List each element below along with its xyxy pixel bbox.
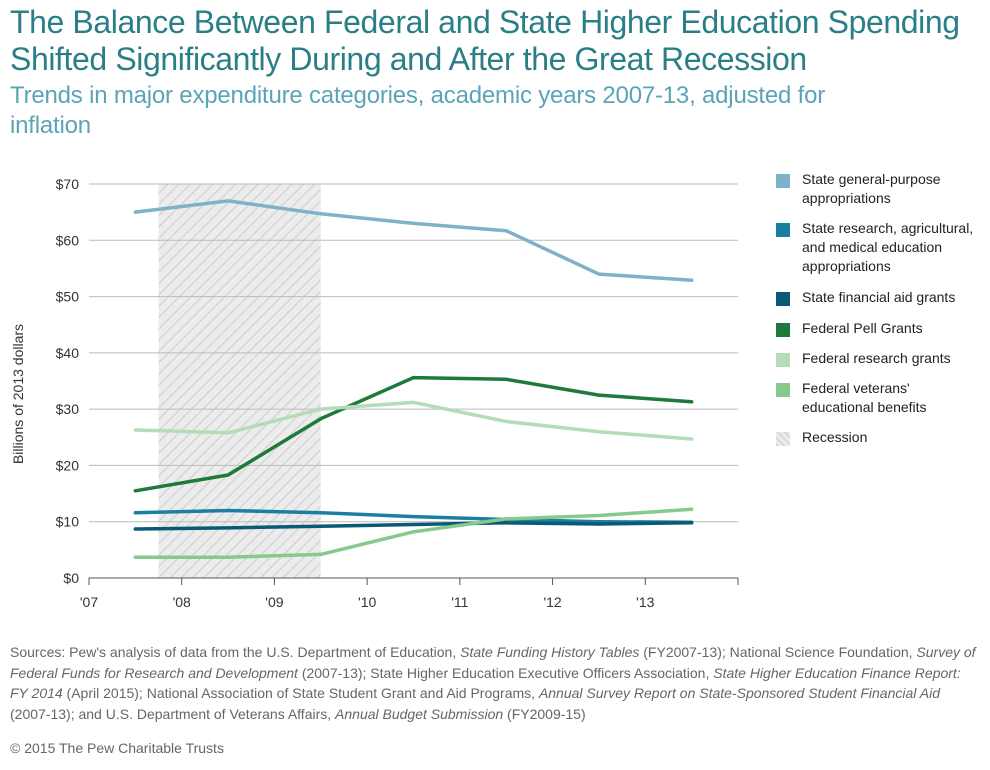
data-point xyxy=(411,221,416,225)
copyright: © 2015 The Pew Charitable Trusts xyxy=(10,740,224,756)
data-point xyxy=(690,400,694,404)
sources-text: (2007-13); State Higher Education Execut… xyxy=(297,664,714,681)
sources-text: (FY2007-13); National Science Foundation… xyxy=(639,644,917,660)
data-point xyxy=(226,199,230,203)
data-point xyxy=(133,428,137,432)
data-point xyxy=(597,272,601,276)
data-point xyxy=(690,278,694,282)
data-point xyxy=(319,212,323,216)
legend-label-federal-research: Federal research grants xyxy=(802,350,951,366)
sources-text: Sources: Pew's analysis of data from the… xyxy=(10,644,461,660)
data-point xyxy=(597,522,601,526)
data-point xyxy=(411,530,416,534)
x-tick-label: '12 xyxy=(543,594,561,610)
source-title: State Funding History Tables xyxy=(460,644,640,660)
data-point xyxy=(319,407,323,411)
legend-swatch-state-financial-aid xyxy=(776,292,790,306)
legend-swatch-state-research xyxy=(776,223,790,237)
data-point xyxy=(597,430,601,434)
data-point xyxy=(319,417,323,421)
recession-band xyxy=(158,184,321,578)
line-chart: $0 $10 $20 $30 $40 $50 $60 $70 '07 '08 '09 '10 '11 '1… xyxy=(56,176,739,610)
data-point xyxy=(133,527,137,531)
data-point xyxy=(133,555,137,559)
source-title: Annual Budget Submission xyxy=(335,705,504,722)
source-title: Survey of Federal Funds for Research and… xyxy=(10,644,976,681)
legend-label-state-research: State research, agricultural, and medica… xyxy=(802,220,974,274)
legend-label-federal-veterans: Federal veterans' educational benefits xyxy=(802,380,927,415)
legend-label-recession: Recession xyxy=(802,429,868,445)
data-point xyxy=(504,517,508,521)
data-point xyxy=(597,513,601,518)
x-tick-label: '13 xyxy=(636,594,654,610)
data-point xyxy=(411,515,416,519)
data-point xyxy=(411,400,416,404)
source-title: State Higher Education Finance Report: F… xyxy=(10,664,961,702)
legend-item-recession: Recession xyxy=(776,428,982,447)
sources-text: (April 2015); National Association of St… xyxy=(62,685,539,701)
data-point xyxy=(133,210,137,214)
legend-item-federal-veterans: Federal veterans' educational benefits xyxy=(776,379,982,417)
data-point xyxy=(504,229,508,233)
data-point xyxy=(690,507,694,511)
y-tick-label: $60 xyxy=(56,232,80,248)
x-tick-label: '09 xyxy=(265,594,283,610)
legend-item-state-financial-aid: State financial aid grants xyxy=(776,288,982,307)
data-point xyxy=(690,521,694,525)
y-tick-label: $30 xyxy=(56,401,80,417)
data-point xyxy=(319,524,323,528)
y-tick-label: $40 xyxy=(56,345,80,361)
chart-subtitle: Trends in major expenditure categories, … xyxy=(10,82,826,139)
source-title: Annual Survey Report on State-Sponsored … xyxy=(538,685,940,701)
y-tick-label: $20 xyxy=(56,457,80,473)
data-point xyxy=(226,473,230,477)
data-point xyxy=(226,508,230,513)
data-point xyxy=(226,431,230,435)
data-point xyxy=(597,393,601,397)
data-point xyxy=(504,377,508,381)
y-tick-label: $10 xyxy=(56,514,80,530)
sources-note: Sources: Pew's analysis of data from the… xyxy=(10,642,982,724)
legend-swatch-federal-research xyxy=(776,353,790,367)
legend-item-state-general: State general-purpose appropriations xyxy=(776,170,982,208)
data-point xyxy=(226,555,230,559)
sources-text: (2007-13); and U.S. Department of Vetera… xyxy=(10,705,336,722)
legend-swatch-federal-veterans xyxy=(776,383,790,397)
legend-item-federal-research: Federal research grants xyxy=(776,349,982,368)
data-point xyxy=(133,489,137,493)
data-point xyxy=(411,376,416,380)
data-point xyxy=(504,521,508,525)
legend-swatch-state-general xyxy=(776,174,790,188)
legend-item-federal-pell: Federal Pell Grants xyxy=(776,319,982,338)
data-point xyxy=(319,552,323,556)
x-tick-label: '07 xyxy=(80,594,98,610)
data-point xyxy=(226,526,230,530)
x-tick-label: '08 xyxy=(173,594,191,610)
chart-title: The Balance Between Federal and State Hi… xyxy=(10,4,960,77)
data-point xyxy=(411,522,416,527)
sources-text: (FY2009-15) xyxy=(503,705,586,722)
legend-swatch-recession xyxy=(776,432,790,446)
data-point xyxy=(504,419,508,424)
data-point xyxy=(133,511,137,515)
y-tick-label: $0 xyxy=(63,570,79,586)
legend-label-federal-pell: Federal Pell Grants xyxy=(802,320,923,336)
data-point xyxy=(319,511,323,515)
y-tick-label: $70 xyxy=(56,176,80,192)
legend-item-state-research: State research, agricultural, and medica… xyxy=(776,219,982,276)
legend-swatch-federal-pell xyxy=(776,323,790,337)
x-tick-label: '10 xyxy=(358,594,376,610)
legend-label-state-general: State general-purpose appropriations xyxy=(802,171,941,206)
legend-label-state-financial-aid: State financial aid grants xyxy=(802,289,956,305)
y-tick-label: $50 xyxy=(56,289,80,305)
x-tick-label: '11 xyxy=(451,594,468,610)
data-point xyxy=(690,437,694,441)
